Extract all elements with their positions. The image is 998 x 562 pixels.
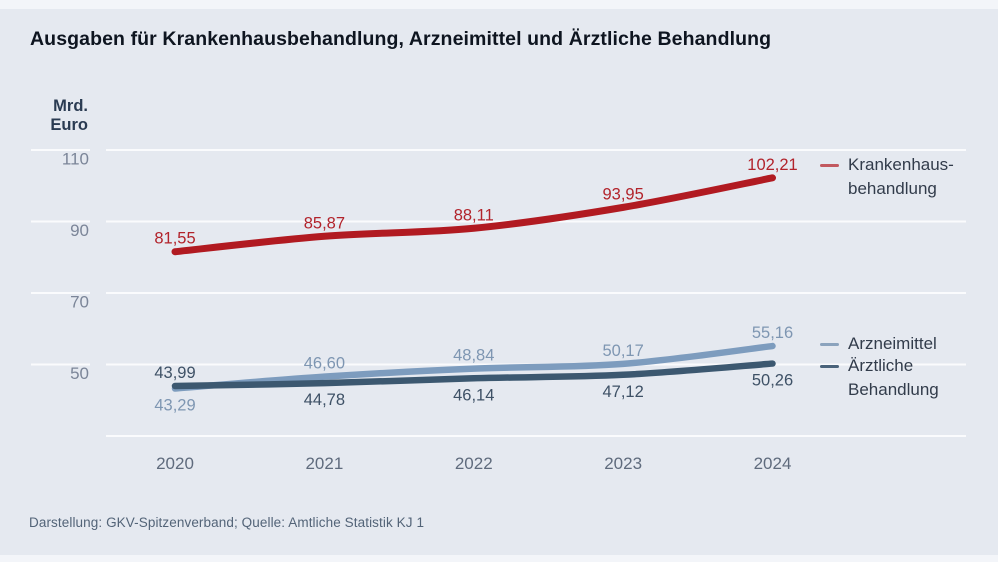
line-series-krankenhaus [171, 174, 776, 256]
data-label-arzneimittel: 43,29 [154, 396, 195, 414]
bottom-edge-strip [0, 555, 998, 562]
data-label-arzneimittel: 46,60 [304, 355, 345, 373]
data-label-arzneimittel: 55,16 [752, 324, 793, 342]
x-axis-tick-label: 2021 [305, 454, 343, 473]
data-label-aerztliche: 46,14 [453, 386, 494, 404]
x-axis-tick-label: 2024 [754, 454, 792, 473]
data-label-krankenhaus: 102,21 [747, 156, 797, 174]
line-series-aerztliche [171, 360, 776, 390]
data-label-arzneimittel: 48,84 [453, 347, 494, 365]
x-axis-tick-label: 2020 [156, 454, 194, 473]
data-label-arzneimittel: 50,17 [602, 342, 643, 360]
y-axis-unit-label: Mrd. Euro [30, 97, 88, 135]
y-axis-tick-label: 90 [70, 221, 89, 240]
top-edge-strip [0, 0, 998, 9]
line-series-arzneimittel [171, 342, 776, 392]
page-title: Ausgaben für Krankenhausbehandlung, Arzn… [30, 28, 772, 50]
data-label-aerztliche: 43,99 [154, 364, 195, 382]
y-axis-unit-line1: Mrd. [53, 97, 88, 115]
y-axis-unit-line2: Euro [50, 116, 88, 134]
data-label-krankenhaus: 81,55 [154, 230, 195, 248]
data-label-krankenhaus: 93,95 [602, 185, 643, 203]
data-label-aerztliche: 50,26 [752, 372, 793, 390]
x-axis-tick-label: 2023 [604, 454, 642, 473]
data-label-krankenhaus: 88,11 [454, 206, 494, 224]
y-axis-tick-label: 50 [70, 364, 89, 383]
y-axis-tick-label: 70 [70, 293, 89, 312]
data-label-aerztliche: 47,12 [602, 383, 643, 401]
x-axis-tick-label: 2022 [455, 454, 493, 473]
source-note: Darstellung: GKV-Spitzenverband; Quelle:… [29, 515, 425, 530]
y-axis-tick-label: 110 [62, 150, 89, 169]
data-label-krankenhaus: 85,87 [304, 214, 345, 232]
data-label-aerztliche: 44,78 [304, 391, 345, 409]
